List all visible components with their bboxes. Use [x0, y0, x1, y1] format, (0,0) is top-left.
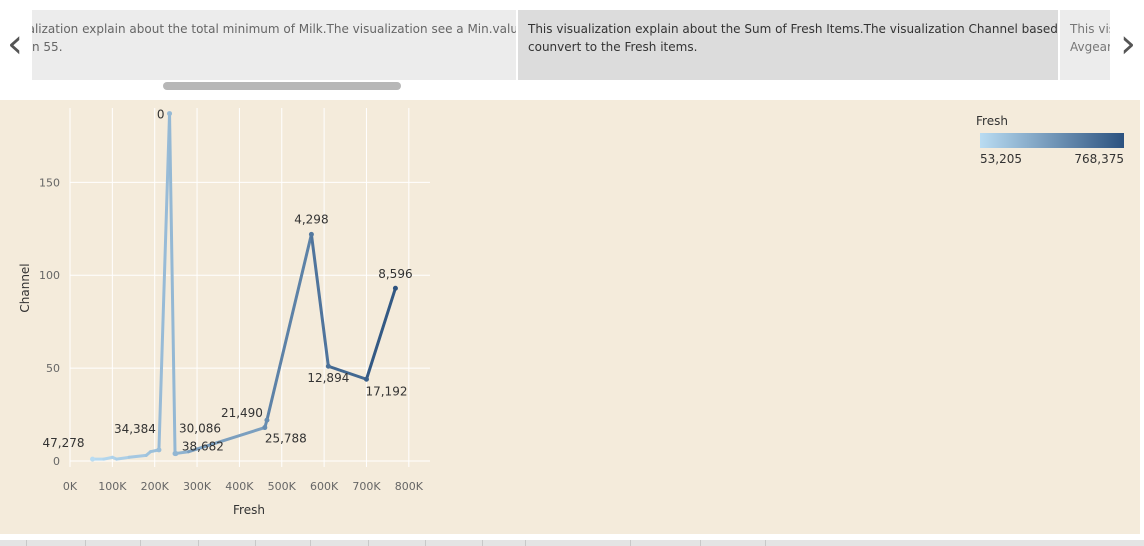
x-tick-label: 200K [141, 480, 170, 493]
x-axis-ticks: 0K 100K 200K 300K 400K 500K 600K 700K 800K [63, 480, 424, 493]
data-points [90, 111, 398, 462]
data-point [325, 363, 331, 369]
x-tick-label: 0K [63, 480, 78, 493]
color-legend[interactable]: Fresh 53,205 768,375 [976, 114, 1124, 166]
x-axis-title: Fresh [233, 503, 265, 517]
data-label: 4,298 [294, 212, 328, 226]
data-label: 21,490 [221, 406, 263, 420]
y-axis-ticks: 0 50 100 150 [39, 176, 60, 468]
story-point-2-line1: This visualization explain about the Sum… [528, 22, 1058, 36]
data-label: 34,384 [114, 422, 156, 436]
data-point [90, 456, 96, 462]
chevron-left-icon[interactable]: ‹ [7, 21, 23, 67]
series-segment [157, 112, 172, 452]
series-segment [364, 286, 397, 381]
series-line [91, 112, 397, 461]
data-point [156, 447, 162, 453]
x-tick-label: 600K [310, 480, 339, 493]
x-tick-label: 700K [352, 480, 381, 493]
chevron-right-icon[interactable]: › [1120, 21, 1136, 67]
data-label: 25,788 [265, 432, 307, 446]
y-tick-label: 150 [39, 176, 60, 189]
grid-lines [69, 108, 430, 467]
y-tick-label: 0 [53, 455, 60, 468]
data-point [167, 111, 173, 117]
legend-gradient-bar [980, 133, 1124, 148]
story-point-1-line2: n 55. [32, 40, 63, 54]
data-label: 47,278 [43, 436, 85, 450]
story-point-1-line1: ualization explain about the total minim… [32, 22, 516, 36]
story-point-3-line2: Avgear [1070, 40, 1110, 54]
y-axis-title: Channel [18, 263, 32, 312]
data-point [308, 231, 314, 237]
y-tick-label: 100 [39, 269, 60, 282]
story-point-3-line1: This vis [1070, 22, 1110, 36]
data-label: 17,192 [365, 384, 407, 398]
data-point [173, 451, 179, 457]
story-point-2-line2: counvert to the Fresh items. [528, 40, 698, 54]
series-segment [326, 364, 368, 381]
series-segment [115, 455, 131, 461]
data-label: 8,596 [378, 267, 412, 281]
series-segment [127, 453, 148, 459]
series-segment [309, 232, 330, 368]
series-segment [168, 112, 177, 456]
series-segment [187, 426, 267, 454]
legend-max-label: 768,375 [1074, 152, 1124, 166]
data-point [392, 285, 398, 291]
data-label: 12,894 [307, 371, 349, 385]
chart-panel: 47,278 34,384 0 30,086 38,682 21,490 25,788 4,2… [0, 100, 1140, 534]
series-segment [265, 232, 313, 422]
x-tick-label: 400K [225, 480, 254, 493]
story-point-caption-2[interactable]: This visualization explain about the Sum… [518, 10, 1058, 80]
legend-min-label: 53,205 [980, 152, 1022, 166]
story-scrollbar[interactable] [163, 82, 401, 90]
x-tick-label: 800K [395, 480, 424, 493]
legend-title: Fresh [976, 114, 1008, 128]
bottom-tab-strip [0, 540, 1144, 546]
y-tick-label: 50 [46, 362, 60, 375]
x-tick-label: 500K [268, 480, 297, 493]
story-point-caption-3[interactable]: This vis Avgear [1060, 10, 1110, 80]
x-tick-label: 100K [98, 480, 127, 493]
data-label: 38,682 [182, 440, 224, 454]
data-point [262, 425, 268, 431]
x-tick-label: 300K [183, 480, 212, 493]
data-point [264, 417, 270, 423]
data-label: 30,086 [179, 422, 221, 436]
data-point [363, 376, 369, 382]
data-label: 0 [157, 108, 165, 122]
story-point-caption-1[interactable]: ualization explain about the total minim… [32, 10, 516, 80]
